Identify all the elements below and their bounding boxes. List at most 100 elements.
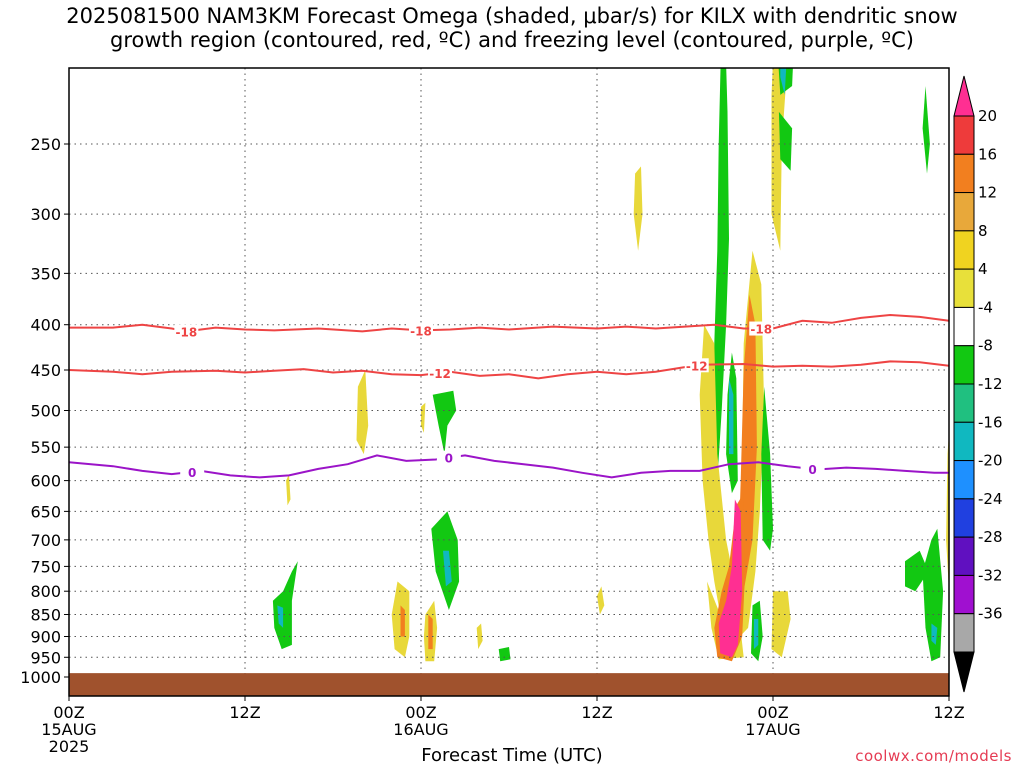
- y-tick-label: 1000: [20, 668, 61, 687]
- y-tick-label: 250: [30, 135, 61, 154]
- x-tick-label: 00Z: [757, 703, 788, 722]
- colorbar-label: -32: [978, 566, 1003, 584]
- omega-region-14: [778, 68, 793, 95]
- colorbar-box: [953, 230, 975, 270]
- y-tick-label: 650: [30, 502, 61, 521]
- y-tick-label: 850: [30, 606, 61, 625]
- contour-label-0: 0: [808, 463, 816, 477]
- omega-region-24: [421, 402, 426, 433]
- contour-label--18: -18: [410, 324, 432, 338]
- colorbar-label: -20: [978, 452, 1003, 470]
- colorbar-label: -28: [978, 528, 1003, 546]
- source-credit: coolwx.com/models: [855, 747, 1012, 765]
- colorbar-label: -36: [978, 605, 1003, 623]
- omega-region-25: [432, 390, 457, 455]
- y-tick-label: 550: [30, 438, 61, 457]
- colorbar-label: 16: [978, 145, 997, 163]
- x-axis-label: Forecast Time (UTC): [421, 745, 603, 766]
- colorbar-label: -4: [978, 298, 993, 316]
- y-tick-label: 350: [30, 264, 61, 283]
- contour-lines: -18 -18 -18 -12 -12 0 0 0: [69, 313, 949, 480]
- contour-line--12: [69, 360, 949, 380]
- omega-region-12: [771, 591, 791, 658]
- surface-ground: [69, 673, 949, 696]
- omega-region-37: [597, 586, 605, 615]
- colorbar-box: [953, 574, 975, 615]
- y-tick-label: 750: [30, 557, 61, 576]
- contour-label--18: -18: [750, 323, 772, 337]
- colorbar-label: 20: [978, 107, 997, 125]
- colorbar-label: -8: [978, 337, 993, 355]
- x-tick-label: 12Z: [229, 703, 260, 722]
- colorbar-min-arrow: [953, 651, 975, 693]
- contour-label-bg: [800, 462, 825, 477]
- contour-label-bg: [174, 324, 199, 339]
- y-tick-label: 600: [30, 472, 61, 491]
- chart-title-line2: growth region (contoured, red, ºC) and f…: [110, 28, 914, 52]
- contour-label--12: -12: [686, 359, 708, 373]
- y-tick-label: 400: [30, 316, 61, 335]
- omega-shading: [272, 68, 949, 662]
- colorbar-box: [953, 153, 975, 194]
- colorbar-box: [953, 498, 975, 538]
- colorbar-box: [953, 383, 975, 423]
- colorbar-box: [953, 306, 975, 347]
- contour-label--12: -12: [429, 367, 451, 381]
- colorbar-label: 12: [978, 184, 997, 202]
- colorbar-label: -24: [978, 490, 1003, 508]
- omega-region-30: [277, 605, 284, 628]
- omega-region-10: [753, 619, 759, 650]
- y-axis: 250 300 350 400 450 500 550 600 650 700 750 800 850 9…: [20, 135, 69, 687]
- contour-label-bg: [436, 450, 461, 465]
- contour-label-bg: [409, 323, 433, 338]
- grid-lines: [68, 68, 950, 696]
- y-tick-label: 800: [30, 582, 61, 601]
- omega-region-29: [272, 561, 298, 650]
- x-tick-year: 2025: [49, 737, 90, 756]
- x-tick-date: 17AUG: [745, 720, 800, 739]
- omega-region-32: [400, 605, 405, 637]
- y-tick-label: 950: [30, 648, 61, 667]
- colorbar-box: [953, 192, 975, 232]
- x-tick-date: 15AUG: [41, 720, 96, 739]
- colorbar-label: -16: [978, 413, 1003, 431]
- omega-region-17: [633, 166, 643, 251]
- colorbar-box: [953, 460, 975, 500]
- plot-frame: [68, 67, 950, 697]
- omega-region-21: [905, 550, 929, 592]
- colorbar-box: [953, 268, 975, 308]
- omega-region-36: [498, 647, 511, 662]
- colorbar-box: [953, 345, 975, 385]
- contour-label-0: 0: [188, 466, 196, 480]
- y-tick-label: 700: [30, 531, 61, 550]
- colorbar-legend: 20 16 12 8 4 -4 -8 -12 -16 -20 -24 -28 -32 -36: [953, 75, 1003, 693]
- omega-region-13: [771, 68, 788, 251]
- omega-region-8: [729, 378, 734, 455]
- colorbar-label: 4: [978, 260, 988, 278]
- omega-region-35: [476, 623, 483, 650]
- omega-region-16: [780, 68, 787, 95]
- x-tick-label: 12Z: [581, 703, 612, 722]
- contour-line--18: [69, 313, 949, 333]
- colorbar-box: [953, 613, 975, 653]
- colorbar-box: [953, 115, 975, 155]
- contour-label--18: -18: [175, 325, 197, 339]
- colorbar-box: [953, 421, 975, 462]
- y-tick-label: 500: [30, 402, 61, 421]
- omega-region-23: [356, 370, 369, 455]
- omega-region-27: [443, 550, 452, 587]
- contour-label-bg: [749, 321, 774, 336]
- contour-label-bg: [684, 358, 709, 373]
- omega-region-22: [931, 623, 938, 645]
- omega-region-6: [718, 499, 743, 658]
- omega-region-19: [922, 86, 930, 174]
- omega-region-15: [778, 111, 793, 171]
- x-tick-label: 12Z: [933, 703, 964, 722]
- x-tick-date: 16AUG: [393, 720, 448, 739]
- colorbar-label: 8: [978, 222, 988, 240]
- contour-label-bg: [180, 464, 205, 479]
- y-tick-label: 300: [30, 205, 61, 224]
- ground-fill: [69, 673, 949, 696]
